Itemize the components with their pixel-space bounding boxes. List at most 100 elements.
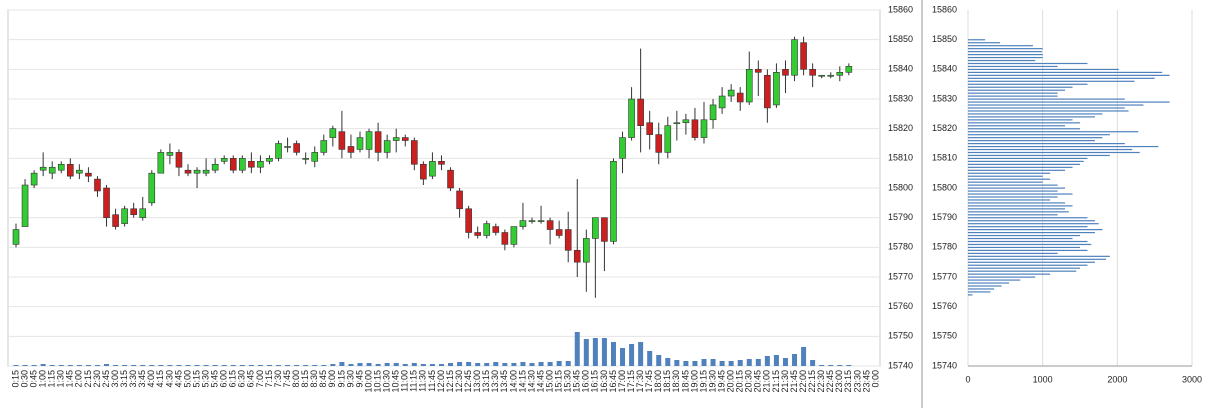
x-tick-label: 22:00 — [798, 370, 808, 393]
volume-bar — [801, 347, 807, 366]
y-tick-label: 15830 — [888, 93, 913, 103]
profile-bar — [968, 137, 1103, 139]
profile-bar — [968, 140, 1095, 142]
profile-bar — [968, 110, 1129, 112]
profile-bar — [968, 294, 973, 296]
candle-body — [700, 119, 708, 138]
candle-body — [39, 166, 47, 171]
x-tick-label: 4:30 — [164, 370, 174, 388]
candle-body — [664, 125, 672, 153]
x-tick-label: 20:15 — [735, 370, 745, 393]
y-tick-label: 15760 — [932, 301, 957, 311]
candle-body — [691, 119, 699, 138]
y-tick-label: 15790 — [932, 212, 957, 222]
x-tick-label: 2:15 — [83, 370, 93, 388]
x-tick-label: 3000 — [1182, 374, 1202, 384]
volume-bar — [140, 365, 146, 366]
profile-bar — [968, 74, 1170, 76]
profile-bar — [968, 54, 1043, 56]
volume-bar — [737, 360, 743, 366]
x-tick-label: 20:45 — [753, 370, 763, 393]
x-tick-label: 2:30 — [92, 370, 102, 388]
x-tick-label: 3:00 — [110, 370, 120, 388]
candle-body — [302, 158, 309, 160]
profile-bar — [968, 83, 1088, 85]
candle-body — [718, 95, 726, 109]
y-tick-label: 15820 — [932, 123, 957, 133]
profile-bar — [968, 59, 1036, 62]
profile-bar — [968, 86, 1073, 88]
volume-bar — [94, 365, 100, 366]
x-tick-label: 3:45 — [137, 370, 147, 388]
candle-body — [338, 131, 346, 150]
x-tick-label: 2:00 — [74, 370, 84, 388]
candle-body — [48, 166, 56, 174]
volume-bar — [746, 359, 752, 366]
x-tick-label: 4:45 — [173, 370, 183, 388]
x-tick-label: 1:30 — [56, 370, 66, 388]
x-tick-label: 13:45 — [499, 370, 509, 393]
volume-bar — [212, 365, 218, 366]
candle-body — [456, 190, 463, 210]
volume-bar — [393, 363, 399, 366]
volume-bar — [239, 365, 245, 366]
x-tick-label: 8:15 — [300, 370, 310, 388]
profile-bar — [968, 128, 1080, 130]
profile-bar — [968, 243, 1092, 246]
volume-bar — [828, 365, 834, 366]
x-tick-label: 13:30 — [490, 370, 500, 393]
candle-body — [827, 74, 835, 77]
profile-bar — [968, 68, 1119, 71]
profile-bar — [968, 181, 1043, 183]
profile-bar — [968, 104, 1144, 106]
profile-bar — [968, 252, 1058, 254]
volume-bar — [185, 365, 191, 366]
candle-body — [21, 184, 29, 227]
volume-bar — [629, 344, 635, 366]
x-tick-label: 22:30 — [816, 370, 826, 393]
candle-body — [121, 208, 128, 224]
x-tick-label: 14:45 — [535, 370, 545, 393]
volume-bar — [638, 342, 644, 366]
profile-bar — [968, 39, 986, 41]
candle-body — [202, 169, 210, 174]
profile-bar — [968, 229, 1103, 231]
candle-body — [311, 152, 319, 162]
volume-bar — [810, 360, 816, 366]
candle-body — [67, 163, 74, 177]
volume-bar — [402, 364, 408, 366]
volume-bar — [683, 361, 689, 366]
y-tick-label: 15840 — [932, 64, 957, 74]
candle-body — [266, 158, 273, 162]
x-tick-label: 11:15 — [409, 370, 419, 392]
x-tick-label: 1:00 — [38, 370, 48, 388]
profile-bar — [968, 119, 1073, 121]
x-tick-label: 19:00 — [689, 370, 699, 393]
x-tick-label: 14:15 — [517, 370, 527, 393]
profile-bar — [968, 211, 1069, 213]
profile-bar — [968, 190, 1058, 192]
profile-bar — [968, 237, 1073, 240]
candle-body — [483, 223, 491, 236]
x-tick-label: 0:30 — [19, 370, 29, 388]
profile-bar — [968, 122, 1080, 124]
candle-body — [583, 238, 590, 263]
x-tick-label: 16:30 — [599, 370, 609, 393]
y-tick-label: 15750 — [932, 331, 957, 341]
candle-body — [130, 208, 137, 215]
y-tick-label: 15740 — [932, 360, 957, 370]
x-tick-label: 5:30 — [200, 370, 210, 388]
candle-body — [800, 42, 807, 70]
x-tick-label: 3:15 — [119, 370, 129, 388]
y-tick-label: 15820 — [888, 123, 913, 133]
candle-body — [736, 92, 744, 103]
volume-bar — [837, 365, 843, 366]
x-tick-label: 6:15 — [228, 370, 238, 388]
x-tick-label: 0:00 — [870, 370, 880, 388]
candle-body — [193, 169, 201, 174]
profile-bar — [968, 157, 1088, 160]
profile-bar — [968, 273, 1051, 275]
x-tick-label: 16:15 — [590, 370, 600, 393]
y-tick-label: 15850 — [932, 34, 957, 44]
